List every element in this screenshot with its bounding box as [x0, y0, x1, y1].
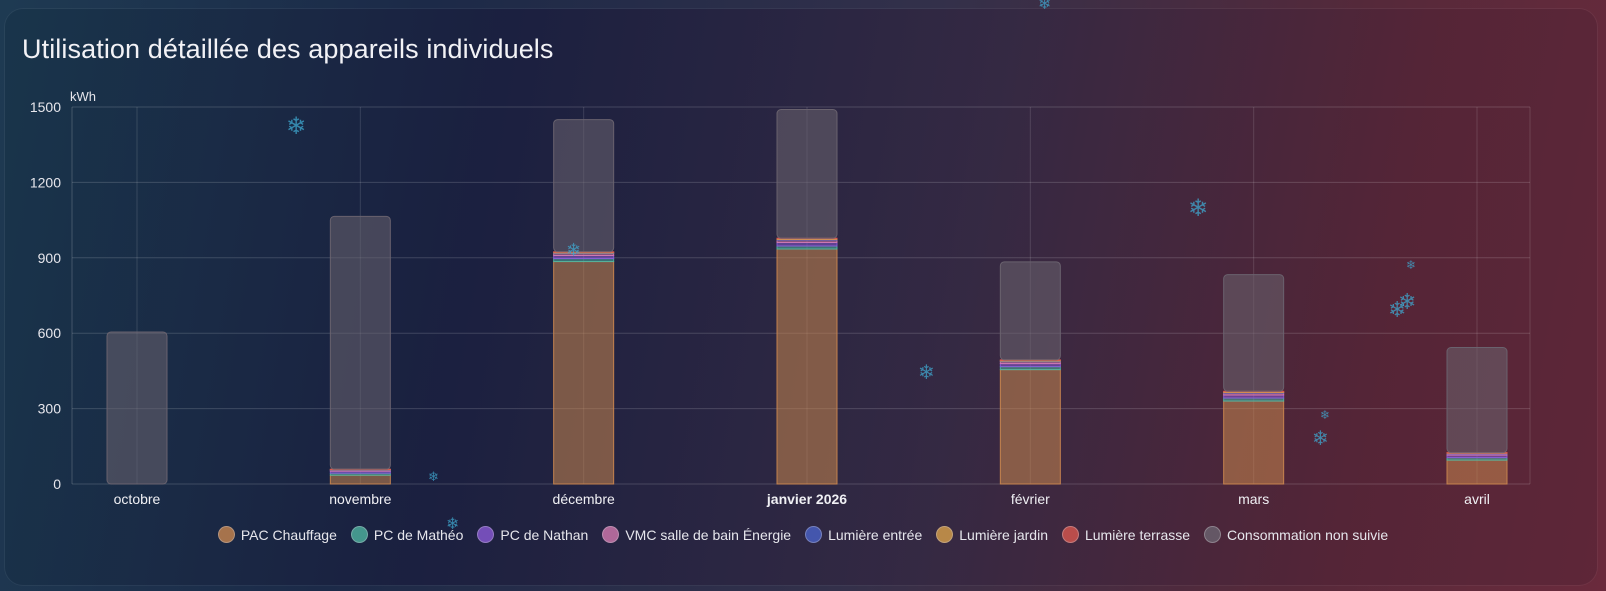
- x-tick-label: février: [1011, 491, 1050, 507]
- bar-segment: [1446, 347, 1508, 454]
- snowflake-icon: ❄: [286, 112, 307, 140]
- snowflake-icon: ❄: [1388, 298, 1407, 323]
- legend-item[interactable]: Lumière jardin: [936, 526, 1048, 543]
- legend-swatch: [602, 526, 620, 543]
- legend-label: Consommation non suivie: [1227, 526, 1389, 543]
- bar-segment: [776, 241, 838, 247]
- chart-legend: PAC Chauffage PC de Mathéo PC de Nathan VMC…: [0, 526, 1606, 543]
- legend-swatch: [477, 526, 495, 543]
- snowflake-icon: ❄: [428, 470, 439, 485]
- bar-segment: [776, 109, 838, 239]
- bar-segment: [553, 261, 615, 485]
- snowflake-icon: ❄: [1398, 290, 1417, 315]
- bar-segment: [329, 215, 391, 470]
- bar-segment: [999, 369, 1061, 485]
- y-axis-unit-label: kWh: [70, 89, 96, 104]
- snowflake-icon: ❄: [1312, 426, 1329, 450]
- y-tick-label: 600: [38, 325, 62, 341]
- snowflake-icon: ❄: [1188, 194, 1209, 222]
- legend-swatch: [350, 526, 368, 543]
- legend-item[interactable]: PC de Mathéo: [350, 526, 464, 543]
- y-tick-label: 1500: [30, 99, 61, 115]
- x-tick-label: mars: [1238, 491, 1269, 507]
- legend-item[interactable]: VMC salle de bain Énergie: [602, 526, 791, 543]
- y-tick-label: 0: [53, 476, 61, 492]
- bar-segment: [1223, 400, 1285, 485]
- legend-swatch: [217, 526, 235, 543]
- snowflake-icon: ❄: [1320, 408, 1331, 422]
- x-tick-label: octobre: [114, 491, 161, 507]
- snowflake-icon: ❄: [1038, 0, 1052, 13]
- y-tick-label: 1200: [30, 174, 61, 190]
- legend-swatch: [936, 526, 954, 543]
- snowflake-icon: ❄: [566, 240, 582, 261]
- x-tick-label: décembre: [553, 491, 615, 507]
- legend-label: Lumière jardin: [959, 526, 1048, 543]
- y-tick-label: 900: [38, 250, 62, 266]
- bar-segment: [106, 331, 168, 485]
- snowflake-icon: ❄: [1406, 258, 1417, 272]
- x-tick-label: avril: [1464, 491, 1490, 507]
- legend-label: Lumière entrée: [828, 526, 923, 543]
- legend-label: VMC salle de bain Énergie: [625, 526, 792, 543]
- y-tick-label: 300: [38, 401, 62, 417]
- bar-segment: [553, 119, 615, 253]
- legend-item[interactable]: Lumière terrasse: [1061, 526, 1191, 543]
- x-tick-label: novembre: [329, 491, 391, 507]
- legend-label: PC de Mathéo: [373, 526, 464, 543]
- snowflake-icon: ❄: [446, 514, 460, 533]
- legend-label: Lumière terrasse: [1084, 526, 1191, 543]
- legend-item[interactable]: PC de Nathan: [477, 526, 588, 543]
- legend-item[interactable]: Lumière entrée: [805, 526, 922, 543]
- legend-swatch: [1061, 526, 1079, 543]
- legend-item[interactable]: Consommation non suivie: [1204, 526, 1388, 543]
- bar-segment: [1446, 459, 1508, 485]
- bar-segment: [329, 474, 391, 485]
- bar-segment: [999, 261, 1061, 361]
- legend-label: PAC Chauffage: [240, 526, 337, 543]
- bar-segment: [1223, 274, 1285, 392]
- snowflake-icon: ❄: [918, 360, 935, 384]
- legend-item[interactable]: PAC Chauffage: [217, 526, 337, 543]
- legend-swatch: [805, 526, 823, 543]
- x-tick-label: janvier 2026: [766, 491, 847, 507]
- legend-swatch: [1204, 526, 1222, 543]
- bar-segment: [776, 248, 838, 485]
- card-title: Utilisation détaillée des appareils indi…: [22, 34, 554, 64]
- legend-label: PC de Nathan: [500, 526, 589, 543]
